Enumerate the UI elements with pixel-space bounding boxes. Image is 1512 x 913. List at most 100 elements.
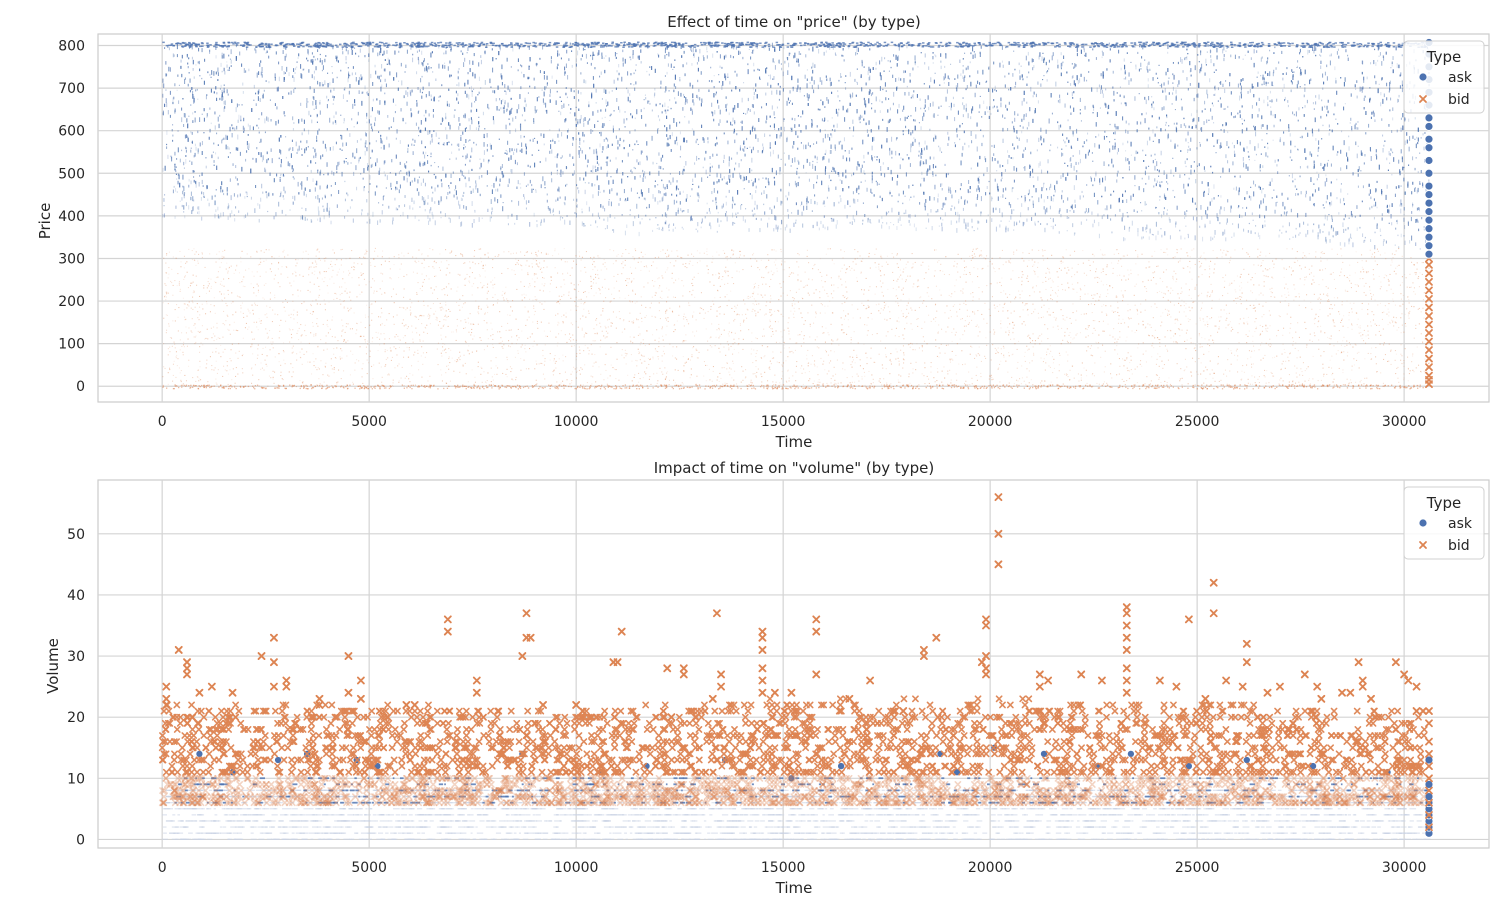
bid-point xyxy=(669,308,670,309)
bid-point xyxy=(1347,291,1348,292)
bid-point xyxy=(293,314,294,315)
bid-point xyxy=(568,295,569,296)
bid-point xyxy=(168,384,169,385)
bid-point xyxy=(937,356,938,357)
bid-point xyxy=(637,360,638,361)
bid-point xyxy=(216,384,217,385)
bid-point xyxy=(1121,323,1122,324)
bid-point xyxy=(254,339,255,340)
bid-point xyxy=(1029,337,1030,338)
bid-point xyxy=(836,384,837,385)
bid-point xyxy=(1093,320,1094,321)
bid-point xyxy=(219,338,220,339)
bid-point xyxy=(567,273,568,274)
bid-point xyxy=(871,383,872,384)
bid-point xyxy=(772,381,773,382)
bid-point xyxy=(838,287,839,288)
bid-point xyxy=(898,317,899,318)
bid-point xyxy=(176,258,177,259)
bid-point xyxy=(1080,289,1081,290)
bid-point xyxy=(652,334,653,335)
bid-point xyxy=(853,317,854,318)
bid-point xyxy=(1207,324,1208,325)
bid-point xyxy=(741,382,742,383)
bid-point xyxy=(213,370,214,371)
bid-point xyxy=(1386,290,1387,291)
bid-point xyxy=(1057,377,1058,378)
bid-point xyxy=(527,272,528,273)
bid-point xyxy=(1135,305,1136,306)
bid-point xyxy=(483,265,484,266)
bid-point xyxy=(520,265,521,266)
bid-point xyxy=(1011,279,1012,280)
bid-point xyxy=(320,273,321,274)
bid-point xyxy=(1331,274,1332,275)
bid-point xyxy=(813,383,814,384)
bid-point xyxy=(412,332,413,333)
bid-point xyxy=(522,294,523,295)
bid-point xyxy=(1191,298,1192,299)
bid-point xyxy=(494,277,495,278)
bid-point xyxy=(1351,370,1352,371)
bid-point xyxy=(259,318,260,319)
bid-point xyxy=(1198,385,1199,386)
bid-point xyxy=(903,313,904,314)
bid-point xyxy=(166,255,167,256)
bid-point xyxy=(442,289,443,290)
bid-point xyxy=(776,268,777,269)
bid-point xyxy=(223,279,224,280)
bid-point xyxy=(1086,275,1087,276)
bid-point xyxy=(183,298,184,299)
bid-point xyxy=(432,293,433,294)
bid-point xyxy=(205,338,206,339)
bid-point xyxy=(882,266,883,267)
bid-point xyxy=(808,293,809,294)
bid-point xyxy=(1252,292,1253,293)
bid-point xyxy=(169,326,170,327)
bid-point xyxy=(266,313,267,314)
bid-point xyxy=(320,360,321,361)
bid-point xyxy=(464,262,465,263)
bid-point xyxy=(234,322,235,323)
bid-point xyxy=(198,263,199,264)
bid-point xyxy=(1322,269,1323,270)
bid-point xyxy=(299,328,300,329)
bid-point xyxy=(803,369,804,370)
bid-point xyxy=(653,358,654,359)
bid-point xyxy=(979,331,980,332)
bid-point xyxy=(1080,332,1081,333)
bid-point xyxy=(171,269,172,270)
bid-point xyxy=(900,382,901,383)
bid-point xyxy=(935,304,936,305)
bid-point xyxy=(1044,380,1045,381)
bid-point xyxy=(578,327,579,328)
bid-point xyxy=(697,250,698,251)
bid-point xyxy=(1112,310,1113,311)
bid-point xyxy=(862,378,863,379)
bid-point xyxy=(1327,293,1328,294)
bid-point xyxy=(937,262,938,263)
bid-point xyxy=(1067,354,1068,355)
bid-point xyxy=(1026,377,1027,378)
bid-point xyxy=(252,271,253,272)
bid-point xyxy=(635,248,636,249)
bid-point xyxy=(349,273,350,274)
bid-point xyxy=(696,319,697,320)
bid-point xyxy=(938,260,939,261)
bid-point xyxy=(561,296,562,297)
bid-point xyxy=(574,284,575,285)
bid-point xyxy=(721,334,722,335)
bid-point xyxy=(310,332,311,333)
bid-point xyxy=(1320,257,1321,258)
bid-point xyxy=(239,296,240,297)
bid-point xyxy=(779,362,780,363)
bid-point xyxy=(880,382,881,383)
bid-point xyxy=(202,304,203,305)
bid-point xyxy=(298,259,299,260)
bid-point xyxy=(355,333,356,334)
bid-point xyxy=(683,316,684,317)
bid-point xyxy=(1010,262,1011,263)
bid-point xyxy=(1255,273,1256,274)
bid-point xyxy=(882,368,883,369)
bid-point xyxy=(1084,285,1085,286)
